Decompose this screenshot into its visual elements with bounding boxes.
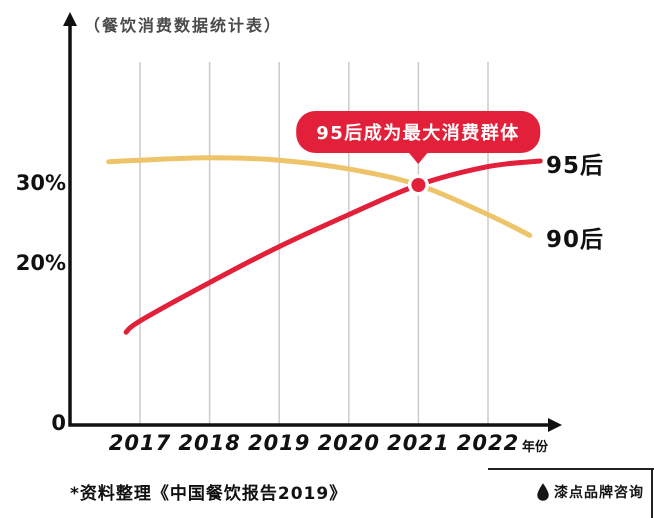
series-line-90后 — [106, 155, 533, 238]
brand-logo: 漆点品牌咨询 — [536, 482, 644, 502]
series-line-95后 — [123, 158, 543, 335]
callout-pointer — [408, 152, 428, 164]
y-axis-arrow-icon — [63, 12, 77, 26]
source-note: *资料整理《中国餐饮报告2019》 — [70, 484, 348, 504]
droplet-icon — [537, 483, 549, 501]
footer-rule-horizontal — [488, 468, 654, 470]
brand-name: 漆点品牌咨询 — [554, 485, 644, 501]
intersection-marker — [411, 178, 426, 192]
callout-text: 95后成为最大消费群体 — [316, 123, 520, 144]
footer-rule-vertical — [651, 468, 653, 518]
x-axis-arrow-icon — [548, 418, 562, 432]
chart-title: （餐饮消费数据统计表） — [84, 16, 283, 35]
callout-bubble: 95后成为最大消费群体 — [296, 111, 540, 164]
